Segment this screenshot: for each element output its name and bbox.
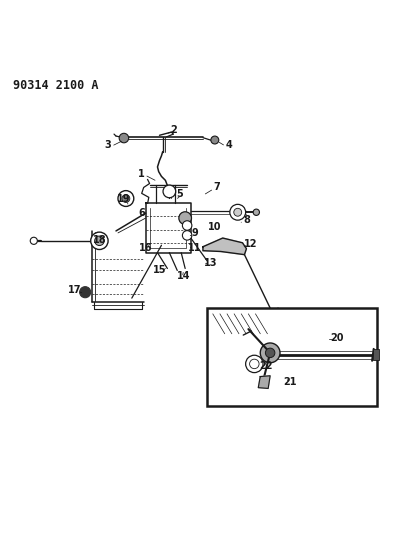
Bar bbox=[373, 349, 379, 360]
Circle shape bbox=[163, 185, 176, 198]
Circle shape bbox=[250, 359, 259, 369]
Circle shape bbox=[246, 355, 263, 373]
Text: 2: 2 bbox=[170, 125, 177, 135]
Circle shape bbox=[30, 237, 37, 244]
Circle shape bbox=[95, 236, 104, 246]
Text: 6: 6 bbox=[139, 208, 145, 218]
Text: 16: 16 bbox=[139, 243, 152, 253]
Circle shape bbox=[80, 287, 91, 298]
Text: 19: 19 bbox=[117, 193, 131, 204]
Text: 21: 21 bbox=[283, 377, 297, 387]
Text: 9: 9 bbox=[192, 228, 199, 238]
Text: 10: 10 bbox=[208, 222, 222, 232]
Circle shape bbox=[91, 232, 108, 249]
Circle shape bbox=[119, 133, 129, 143]
Text: 14: 14 bbox=[176, 271, 190, 281]
Circle shape bbox=[182, 231, 192, 240]
Circle shape bbox=[234, 208, 242, 216]
Text: 15: 15 bbox=[153, 265, 166, 276]
Text: 1: 1 bbox=[139, 168, 145, 179]
Bar bbox=[207, 308, 377, 406]
Circle shape bbox=[182, 221, 192, 230]
Text: 22: 22 bbox=[259, 361, 273, 371]
Text: 11: 11 bbox=[188, 243, 202, 253]
Circle shape bbox=[122, 195, 130, 203]
Circle shape bbox=[118, 191, 134, 206]
Text: 13: 13 bbox=[204, 259, 218, 268]
Circle shape bbox=[211, 136, 219, 144]
Circle shape bbox=[265, 348, 275, 358]
Text: 90314 2100 A: 90314 2100 A bbox=[13, 79, 99, 92]
Circle shape bbox=[253, 209, 259, 215]
Text: 17: 17 bbox=[68, 285, 81, 295]
Circle shape bbox=[230, 204, 246, 220]
Text: 4: 4 bbox=[225, 140, 232, 150]
Text: 5: 5 bbox=[177, 189, 183, 199]
Polygon shape bbox=[203, 238, 246, 255]
Circle shape bbox=[260, 343, 280, 363]
Text: 7: 7 bbox=[213, 182, 220, 192]
Text: 18: 18 bbox=[93, 235, 106, 245]
Text: 20: 20 bbox=[331, 334, 344, 343]
Text: 12: 12 bbox=[244, 239, 257, 248]
Text: 3: 3 bbox=[105, 140, 111, 150]
Polygon shape bbox=[258, 376, 270, 389]
Circle shape bbox=[179, 212, 191, 224]
Text: 8: 8 bbox=[243, 215, 250, 225]
